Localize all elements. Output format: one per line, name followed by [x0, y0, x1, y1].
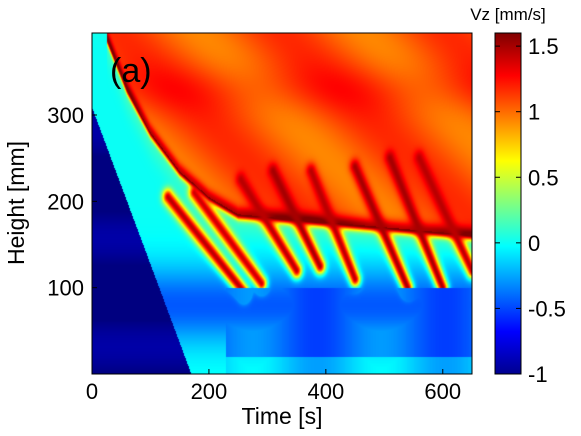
- x-axis: 0 200 400 600: [86, 369, 461, 404]
- colorbar-title: Vz [mm/s]: [470, 5, 546, 24]
- colorbar-tick-label-0: -1: [528, 362, 548, 387]
- panel-label: (a): [110, 52, 152, 90]
- x-tick-label-2: 400: [307, 379, 344, 404]
- colorbar-tick-label-4: 1: [528, 100, 540, 125]
- colorbar-bar: [494, 32, 522, 375]
- y-tick-label-0: 100: [47, 276, 84, 301]
- y-tick-label-2: 300: [47, 103, 84, 128]
- colorbar-tick-label-2: 0: [528, 231, 540, 256]
- colorbar-tick-label-5: 1.5: [528, 34, 559, 59]
- x-tick-label-3: 600: [424, 379, 461, 404]
- y-axis: 100 200 300: [47, 103, 97, 301]
- colorbar-tick-label-3: 0.5: [528, 165, 559, 190]
- y-axis-label: Height [mm]: [3, 141, 29, 265]
- x-tick-label-0: 0: [86, 379, 98, 404]
- colorbar: Vz [mm/s] -1 -0.5 0 0.5 1 1.5: [470, 5, 566, 387]
- plot-frame: [91, 32, 473, 375]
- x-axis-label: Time [s]: [242, 403, 323, 429]
- y-tick-label-1: 200: [47, 189, 84, 214]
- x-tick-label-1: 200: [191, 379, 228, 404]
- heatmap-field: [92, 33, 472, 374]
- colorbar-tick-label-1: -0.5: [528, 296, 566, 321]
- plot-area: [91, 32, 473, 375]
